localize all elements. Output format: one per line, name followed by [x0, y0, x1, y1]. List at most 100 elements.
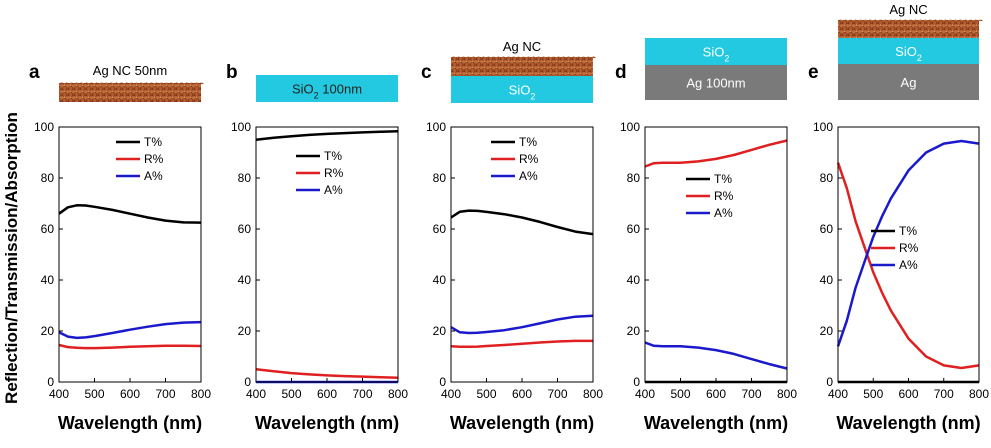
- x-tick-label: 700: [547, 387, 567, 401]
- y-tick-label: 100: [34, 120, 54, 134]
- x-tick-label: 400: [635, 387, 655, 401]
- series-line-R-b: [255, 368, 399, 379]
- x-tick-label: 600: [706, 387, 726, 401]
- ag-film-layer: [645, 65, 787, 100]
- x-tick-label: 600: [317, 387, 337, 401]
- panel-d: d SiO2 Ag 100nm 0 20 40 60 80 100 400 500 600 700 800…: [615, 38, 797, 433]
- y-tick-label: 80: [433, 171, 447, 185]
- nanocrystal-label: Ag NC 50nm: [93, 63, 167, 78]
- layer-schematic-d: SiO2 Ag 100nm: [645, 38, 787, 100]
- y-tick-label: 40: [820, 273, 834, 287]
- nanocrystal-layer: [59, 83, 201, 102]
- legend-label: R%: [714, 189, 734, 203]
- series-line-R-d: [644, 139, 788, 168]
- y-tick-label: 60: [238, 222, 252, 236]
- y-tick-label: 80: [820, 171, 834, 185]
- nanocrystal-edge: [59, 82, 204, 84]
- nanocrystal-edge: [838, 19, 983, 21]
- x-tick-label: 700: [741, 387, 761, 401]
- y-tick-label: 60: [820, 222, 834, 236]
- x-tick-label: 600: [512, 387, 532, 401]
- legend-label: A%: [324, 183, 343, 197]
- x-tick-label: 400: [828, 387, 848, 401]
- series-line-T-c: [450, 209, 594, 236]
- y-tick-label: 100: [620, 120, 640, 134]
- y-tick-label: 100: [231, 120, 251, 134]
- series-line-T-b: [255, 130, 399, 142]
- y-tick-label: 40: [238, 273, 252, 287]
- legend-d: T% R% A%: [686, 172, 734, 220]
- ag-film-layer: [838, 64, 979, 100]
- x-tick-label: 600: [120, 387, 140, 401]
- x-tick-label: 800: [777, 387, 797, 401]
- x-tick-label: 400: [49, 387, 69, 401]
- x-axis-label-b: Wavelength (nm): [255, 413, 399, 433]
- y-tick-label: 60: [627, 222, 641, 236]
- sio2-layer: [645, 38, 787, 65]
- y-tick-label: 60: [433, 222, 447, 236]
- y-tick-label: 20: [820, 324, 834, 338]
- sio2-layer: [838, 38, 979, 64]
- x-tick-label: 700: [155, 387, 175, 401]
- x-tick-label: 700: [352, 387, 372, 401]
- legend-label: T%: [899, 224, 917, 238]
- ag-film-layer-label: Ag: [901, 75, 917, 90]
- panel-letter-a: a: [29, 62, 40, 83]
- y-tick-label: 80: [238, 171, 252, 185]
- y-tick-label: 0: [244, 375, 251, 389]
- x-axis-label-e: Wavelength (nm): [836, 413, 980, 433]
- y-tick-label: 20: [238, 324, 252, 338]
- figure-ylabel: Reflection/Transmission/Absorption: [2, 112, 21, 404]
- y-tick-label: 0: [826, 375, 833, 389]
- plot-b: 0 20 40 60 80 100 400 500 600 700 800 Wavelength (n…: [231, 120, 408, 433]
- sio2-layer-label: SiO2: [509, 83, 536, 102]
- ag-film-layer-label: Ag 100nm: [686, 76, 745, 91]
- y-tick-label: 40: [433, 273, 447, 287]
- x-tick-label: 500: [863, 387, 883, 401]
- y-tick-label: 0: [439, 375, 446, 389]
- sio2-layer: [451, 76, 593, 103]
- nanocrystal-top-label: Ag NC: [503, 39, 541, 54]
- panel-letter-c: c: [421, 62, 432, 83]
- x-axis-label-c: Wavelength (nm): [450, 413, 594, 433]
- y-tick-label: 0: [47, 375, 54, 389]
- panel-e: e SiO2 Ag Ag NC 0 20 40 60 80 100 400 500 600 700 800 W…: [808, 2, 989, 433]
- x-tick-label: 800: [388, 387, 408, 401]
- legend-label: A%: [519, 169, 538, 183]
- legend-label: R%: [899, 241, 919, 255]
- legend-label: A%: [144, 169, 163, 183]
- layer-schematic-c: SiO2 Ag NC: [451, 39, 596, 103]
- legend-label: R%: [144, 152, 164, 166]
- y-tick-label: 40: [627, 273, 641, 287]
- y-tick-label: 60: [41, 222, 55, 236]
- x-tick-label: 500: [670, 387, 690, 401]
- legend-label: A%: [899, 258, 918, 272]
- x-tick-label: 400: [441, 387, 461, 401]
- sio2-layer-label: SiO2: [895, 44, 922, 63]
- series-line-R-a: [58, 343, 202, 350]
- legend-b: T% R% A%: [296, 149, 344, 197]
- y-tick-label: 20: [627, 324, 641, 338]
- y-tick-label: 0: [633, 375, 640, 389]
- series-line-R-e: [836, 162, 980, 370]
- panel-a: a Ag NC 50nm 0 20 40 60 80 100 400 500 600 700 800 Wa…: [29, 62, 211, 433]
- legend-label: R%: [324, 166, 344, 180]
- y-tick-label: 20: [41, 324, 55, 338]
- legend-a: T% R% A%: [116, 135, 164, 183]
- legend-label: R%: [519, 152, 539, 166]
- nanocrystal-layer: [451, 57, 593, 76]
- x-axis-label-d: Wavelength (nm): [644, 413, 788, 433]
- sio2-layer-label: SiO2: [703, 45, 730, 64]
- legend-e: T% R% A%: [871, 224, 919, 272]
- series-line-A-c: [450, 314, 594, 335]
- legend-label: T%: [324, 149, 342, 163]
- y-tick-label: 100: [813, 120, 833, 134]
- y-tick-label: 20: [433, 324, 447, 338]
- sio2-layer-label: SiO2 100nm: [292, 82, 362, 101]
- layer-schematic-b: SiO2 100nm: [256, 75, 398, 102]
- x-tick-label: 800: [969, 387, 989, 401]
- panel-letter-d: d: [615, 62, 627, 83]
- nanocrystal-top-label: Ag NC: [889, 2, 927, 17]
- y-tick-label: 80: [627, 171, 641, 185]
